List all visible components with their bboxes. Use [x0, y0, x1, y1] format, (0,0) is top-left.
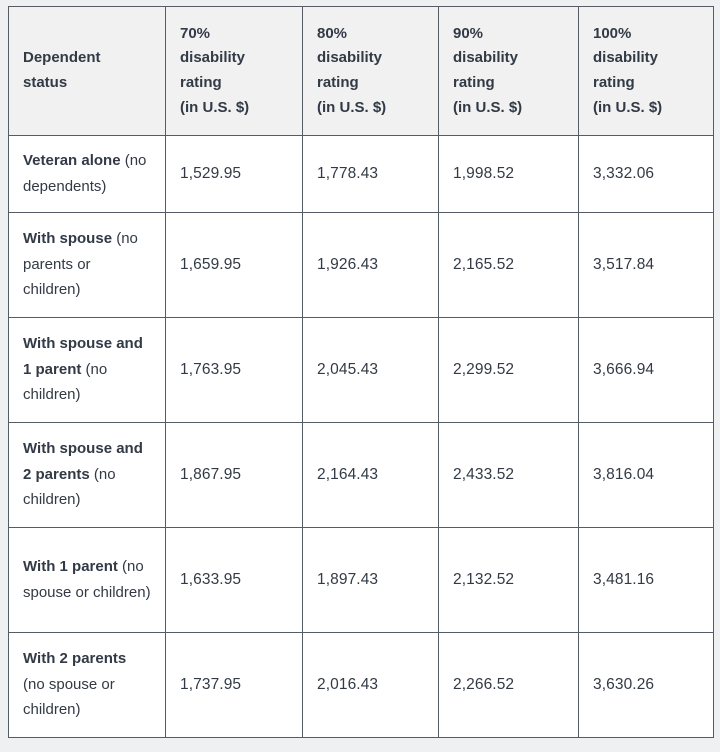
rate-cell: 1,926.43 [302, 211, 439, 318]
row-label: With 1 parent (no spouse or children) [8, 526, 166, 633]
column-header-90-percent: 90% disability rating (in U.S. $) [438, 6, 579, 136]
rate-cell: 1,778.43 [302, 135, 439, 213]
rates-table-container: Dependent status 70% disability rating (… [8, 6, 714, 738]
column-header-dependent-status: Dependent status [8, 6, 166, 136]
rate-cell: 3,332.06 [578, 135, 714, 213]
rate-cell: 2,132.52 [438, 526, 579, 633]
rate-cell: 1,659.95 [165, 211, 303, 318]
rate-cell: 1,998.52 [438, 135, 579, 213]
rate-cell: 3,481.16 [578, 526, 714, 633]
rate-cell: 2,165.52 [438, 211, 579, 318]
column-header-70-percent: 70% disability rating (in U.S. $) [165, 6, 303, 136]
header-row: Dependent status 70% disability rating (… [8, 6, 714, 136]
column-header-80-percent: 80% disability rating (in U.S. $) [302, 6, 439, 136]
rate-cell: 2,016.43 [302, 631, 439, 738]
row-label-detail: (no children) [23, 360, 108, 404]
row-label: Veteran alone (no dependents) [8, 135, 166, 213]
table-row: With 2 parents (no spouse or children) 1… [8, 631, 714, 738]
rate-cell: 2,266.52 [438, 631, 579, 738]
column-header-100-percent: 100% disability rating (in U.S. $) [578, 6, 714, 136]
row-label-detail: (no spouse or children) [23, 675, 115, 719]
table-row: With 1 parent (no spouse or children) 1,… [8, 526, 714, 633]
rate-cell: 1,763.95 [165, 316, 303, 423]
table-row: With spouse and 2 parents (no children) … [8, 421, 714, 528]
rate-cell: 3,517.84 [578, 211, 714, 318]
rate-cell: 1,737.95 [165, 631, 303, 738]
row-label: With 2 parents (no spouse or children) [8, 631, 166, 738]
rate-cell: 1,529.95 [165, 135, 303, 213]
row-label-bold: Veteran alone [23, 152, 121, 169]
table-row: With spouse (no parents or children) 1,6… [8, 211, 714, 318]
table-row: With spouse and 1 parent (no children) 1… [8, 316, 714, 423]
row-label-bold: With spouse and 2 parents [23, 439, 143, 483]
rate-cell: 2,164.43 [302, 421, 439, 528]
rate-cell: 2,045.43 [302, 316, 439, 423]
rate-cell: 3,666.94 [578, 316, 714, 423]
rate-cell: 3,816.04 [578, 421, 714, 528]
table-row: Veteran alone (no dependents) 1,529.95 1… [8, 135, 714, 213]
row-label: With spouse and 2 parents (no children) [8, 421, 166, 528]
rate-cell: 1,897.43 [302, 526, 439, 633]
row-label-bold: With 1 parent [23, 557, 118, 575]
disability-rates-table: Dependent status 70% disability rating (… [8, 6, 714, 738]
row-label: With spouse and 1 parent (no children) [8, 316, 166, 423]
row-label-bold: With spouse [23, 229, 113, 247]
row-label: With spouse (no parents or children) [8, 211, 166, 318]
rate-cell: 1,867.95 [165, 421, 303, 528]
rate-cell: 1,633.95 [165, 526, 303, 633]
rate-cell: 2,433.52 [438, 421, 579, 528]
row-label-bold: With spouse and 1 parent [23, 334, 143, 378]
row-label-bold: With 2 parents [23, 649, 127, 667]
row-label-detail: (no parents or children) [23, 229, 138, 299]
rate-cell: 2,299.52 [438, 316, 579, 423]
row-label-detail: (no spouse or children) [23, 557, 151, 601]
row-label-detail: (no children) [23, 465, 116, 509]
rate-cell: 3,630.26 [578, 631, 714, 738]
row-label-detail: (no dependents) [23, 152, 147, 195]
